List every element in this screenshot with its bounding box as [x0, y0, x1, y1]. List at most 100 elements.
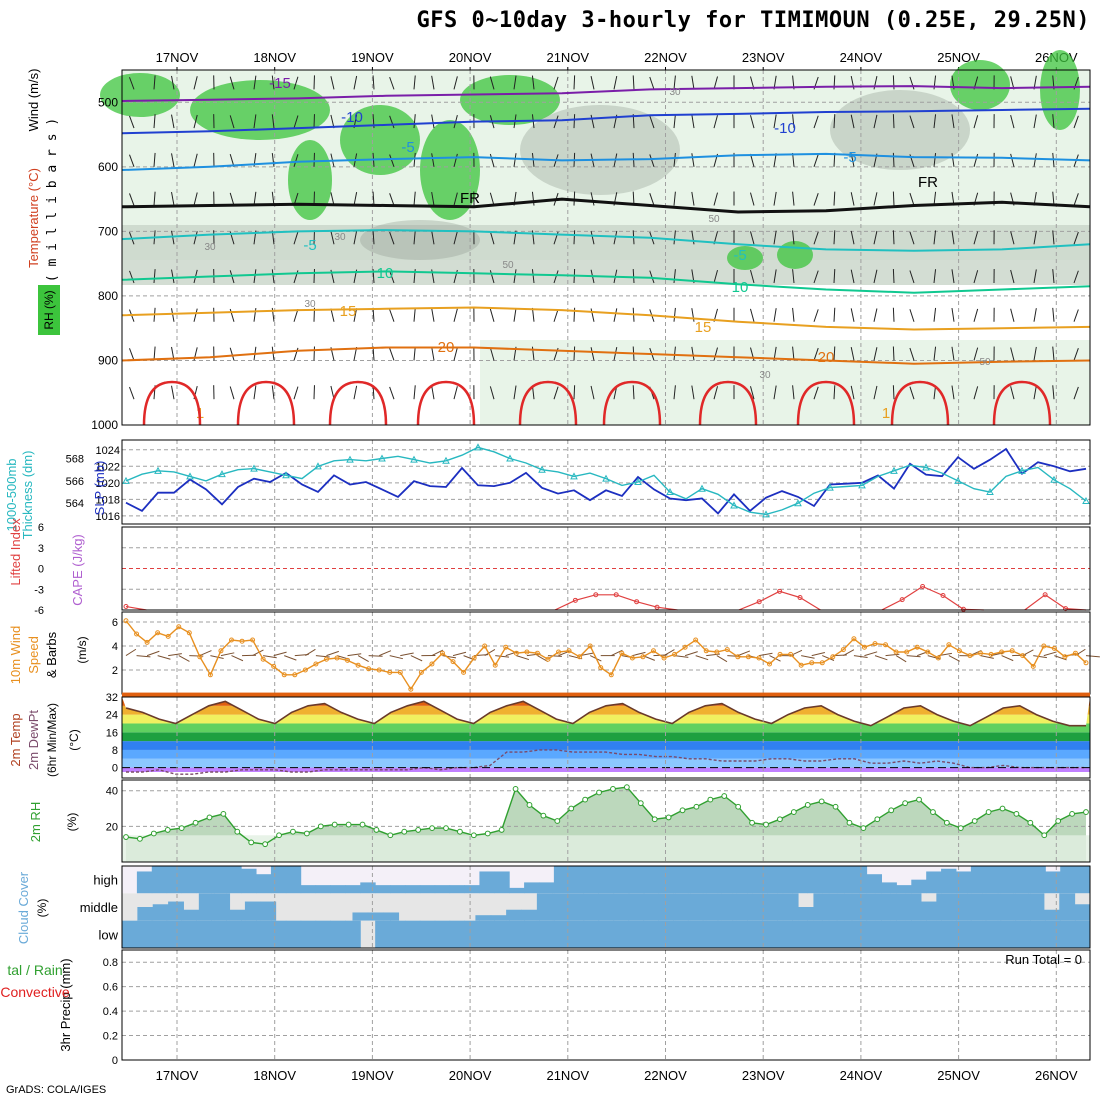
temperature-label: -5 — [843, 149, 856, 166]
wind10m-marker — [608, 672, 614, 678]
wind-barb — [892, 385, 895, 400]
wind-barb — [691, 385, 695, 400]
cloud-cell-low — [479, 920, 495, 948]
temperature-contour-hot — [698, 380, 758, 426]
wind10m-marker — [482, 643, 488, 649]
temperature-contour-hot — [890, 380, 950, 426]
bottom-day-label: 22NOV — [644, 1068, 687, 1083]
cloud-cell-middle — [920, 901, 937, 921]
rh2m-marker — [1027, 819, 1034, 826]
li-line — [1044, 594, 1066, 610]
wind-barb — [973, 231, 979, 245]
wind-barb — [792, 191, 795, 206]
wind-barb — [389, 193, 395, 206]
cloud-cell-high — [538, 882, 555, 894]
wind10m-marker — [239, 638, 245, 644]
wind10m-marker — [650, 648, 656, 654]
wind-axis-label-3: & Barbs — [44, 631, 59, 678]
rh2m-marker — [665, 814, 672, 821]
wind10m-barb — [326, 650, 339, 657]
cloud-cell-high — [509, 887, 525, 894]
wind-barb — [713, 76, 718, 90]
wind-barb — [229, 115, 235, 129]
cloud-cell-low — [568, 920, 585, 948]
temperature-contour — [121, 270, 1091, 294]
rh-label: 50 — [979, 357, 991, 368]
rh-green-patch — [460, 75, 560, 125]
wind-barb — [1052, 114, 1055, 129]
thickness-axis-label-2: Thickness (dm) — [20, 451, 35, 540]
rh2m-marker — [777, 816, 783, 823]
cloud-cell-low — [553, 920, 570, 948]
wind-barb — [909, 115, 915, 129]
thickness-marker — [1018, 466, 1026, 474]
wind10m-marker — [1083, 660, 1089, 666]
wind-tick: 4 — [112, 641, 118, 653]
cloud-cell-low — [1060, 920, 1076, 948]
wind-tick: 2 — [112, 665, 118, 677]
wind10m-marker — [418, 669, 424, 675]
wind10m-barb — [199, 650, 212, 657]
wind-barb — [489, 153, 495, 167]
wind10m-marker — [313, 661, 319, 667]
cloud-cell-low — [494, 920, 510, 948]
rh-label: 30 — [304, 299, 316, 310]
li-line — [554, 599, 576, 611]
rh-green-patch — [777, 241, 813, 269]
wind10m-marker — [988, 651, 994, 657]
rh2m-marker — [721, 793, 728, 799]
wind-barb — [389, 309, 395, 322]
cloud-cell-high — [256, 874, 272, 894]
wind-barb — [1010, 114, 1015, 129]
rh-label: 50 — [708, 214, 720, 225]
cloud-cell-high — [1060, 866, 1076, 894]
wind10m-barb — [452, 651, 467, 657]
rh2m-marker — [637, 800, 644, 807]
rh-green-patch — [1040, 50, 1080, 130]
bottom-day-label: 21NOV — [546, 1068, 589, 1083]
cloud-cell-middle — [644, 893, 661, 921]
wind-barb — [453, 308, 458, 322]
wind-barb — [951, 385, 955, 400]
cloud-cell-high — [970, 866, 987, 894]
li-line — [901, 585, 923, 601]
temperature-contour — [121, 346, 1091, 365]
rh2m-marker — [290, 828, 296, 835]
rh2m-marker — [540, 812, 547, 819]
rh-label: 30 — [669, 87, 681, 98]
wind10m-marker — [1051, 645, 1057, 651]
wind-barb — [229, 347, 235, 361]
wind10m-barb — [484, 649, 496, 657]
rh2m-marker — [401, 828, 408, 835]
top-day-label: 22NOV — [644, 50, 687, 65]
cloud-cell-low — [1030, 920, 1046, 948]
cloud-cell-low — [658, 920, 674, 948]
wind-barb — [613, 308, 618, 322]
wind10m-marker — [207, 672, 213, 678]
cloud-cell-low — [851, 920, 868, 948]
rh2m-marker — [373, 827, 380, 833]
wind-tick: 6 — [112, 617, 118, 629]
rh2m-marker — [457, 828, 463, 835]
cloud-cell-low — [449, 920, 466, 948]
wind-barb — [892, 269, 895, 284]
rh2m-marker — [415, 827, 422, 833]
cloud-cell-middle — [874, 893, 891, 921]
rh-axis-label: RH (%) — [42, 290, 56, 329]
wind-barb — [531, 269, 535, 284]
rh2m-marker — [443, 825, 449, 832]
cloud-cell-high — [330, 885, 346, 894]
wind10m-barb — [252, 649, 264, 657]
li-marker — [940, 592, 946, 598]
rh-green-patch — [420, 120, 480, 220]
cloud-cell-high — [226, 866, 242, 894]
wind-barb — [892, 230, 895, 245]
panel-frame — [121, 865, 1091, 949]
cloud-cell-high — [687, 866, 704, 894]
cloud-cell-middle — [1028, 893, 1045, 921]
wind10m-marker — [218, 648, 224, 654]
precip-tick: 0.8 — [103, 957, 118, 969]
wind-barb — [573, 75, 576, 90]
rh-green-patch — [100, 73, 180, 117]
thickness-marker — [506, 454, 514, 462]
